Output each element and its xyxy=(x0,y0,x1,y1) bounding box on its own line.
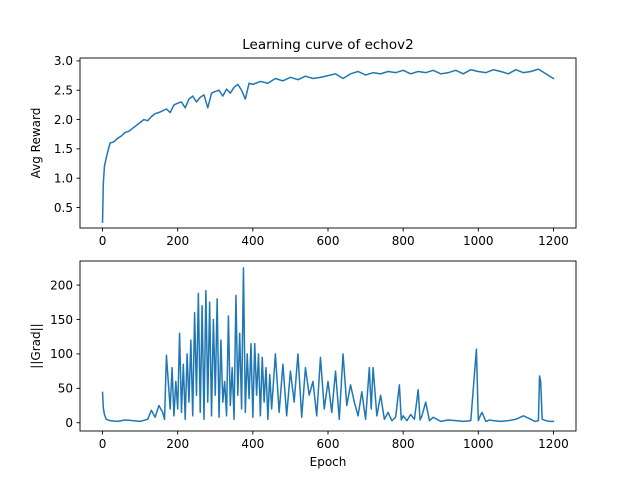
top-x-tick-label: 1200 xyxy=(538,234,569,248)
top-x-tick-label: 400 xyxy=(241,234,264,248)
bottom-y-tick-label: 200 xyxy=(50,278,73,292)
top-x-tick-label: 0 xyxy=(99,234,107,248)
bottom-panel: 0 200 400 600 800 1000 1200 0 50 100 150 200 ||Grad|… xyxy=(29,260,577,469)
top-y-tick-label: 1.0 xyxy=(54,171,73,185)
top-y-tick-label: 0.5 xyxy=(54,201,73,215)
bottom-y-tick-label: 0 xyxy=(65,416,73,430)
top-panel: 0 200 400 600 800 1000 1200 0.5 1.0 1.5 2.0 2.5 3.0 L… xyxy=(29,37,577,248)
top-x-tick-label: 200 xyxy=(166,234,189,248)
top-x-tick-label: 800 xyxy=(392,234,415,248)
top-series-line xyxy=(101,68,555,223)
top-y-tick-label: 2.5 xyxy=(54,84,73,98)
bottom-x-tick-label: 1200 xyxy=(538,437,569,451)
bottom-x-tick-label: 600 xyxy=(317,437,340,451)
bottom-x-axis-label: Epoch xyxy=(310,455,347,469)
top-y-tick-label: 1.5 xyxy=(54,142,73,156)
bottom-y-tick-label: 50 xyxy=(58,382,73,396)
bottom-series-line xyxy=(101,267,555,423)
bottom-x-tick-label: 0 xyxy=(99,437,107,451)
bottom-x-tick-label: 800 xyxy=(392,437,415,451)
bottom-x-tick-label: 200 xyxy=(166,437,189,451)
bottom-x-tick-label: 1000 xyxy=(463,437,494,451)
top-y-tick-label: 3.0 xyxy=(54,54,73,68)
bottom-y-tick-label: 150 xyxy=(50,313,73,327)
bottom-y-tick-label: 100 xyxy=(50,347,73,361)
top-x-tick-label: 1000 xyxy=(463,234,494,248)
bottom-axes-frame xyxy=(79,260,577,432)
bottom-x-tick-label: 400 xyxy=(241,437,264,451)
top-chart-title: Learning curve of echov2 xyxy=(242,37,413,53)
top-y-tick-label: 2.0 xyxy=(54,113,73,127)
top-x-tick-label: 600 xyxy=(317,234,340,248)
top-axes-frame xyxy=(79,57,577,229)
top-y-axis-label: Avg Reward xyxy=(29,108,43,179)
bottom-y-axis-label: ||Grad|| xyxy=(29,323,43,368)
